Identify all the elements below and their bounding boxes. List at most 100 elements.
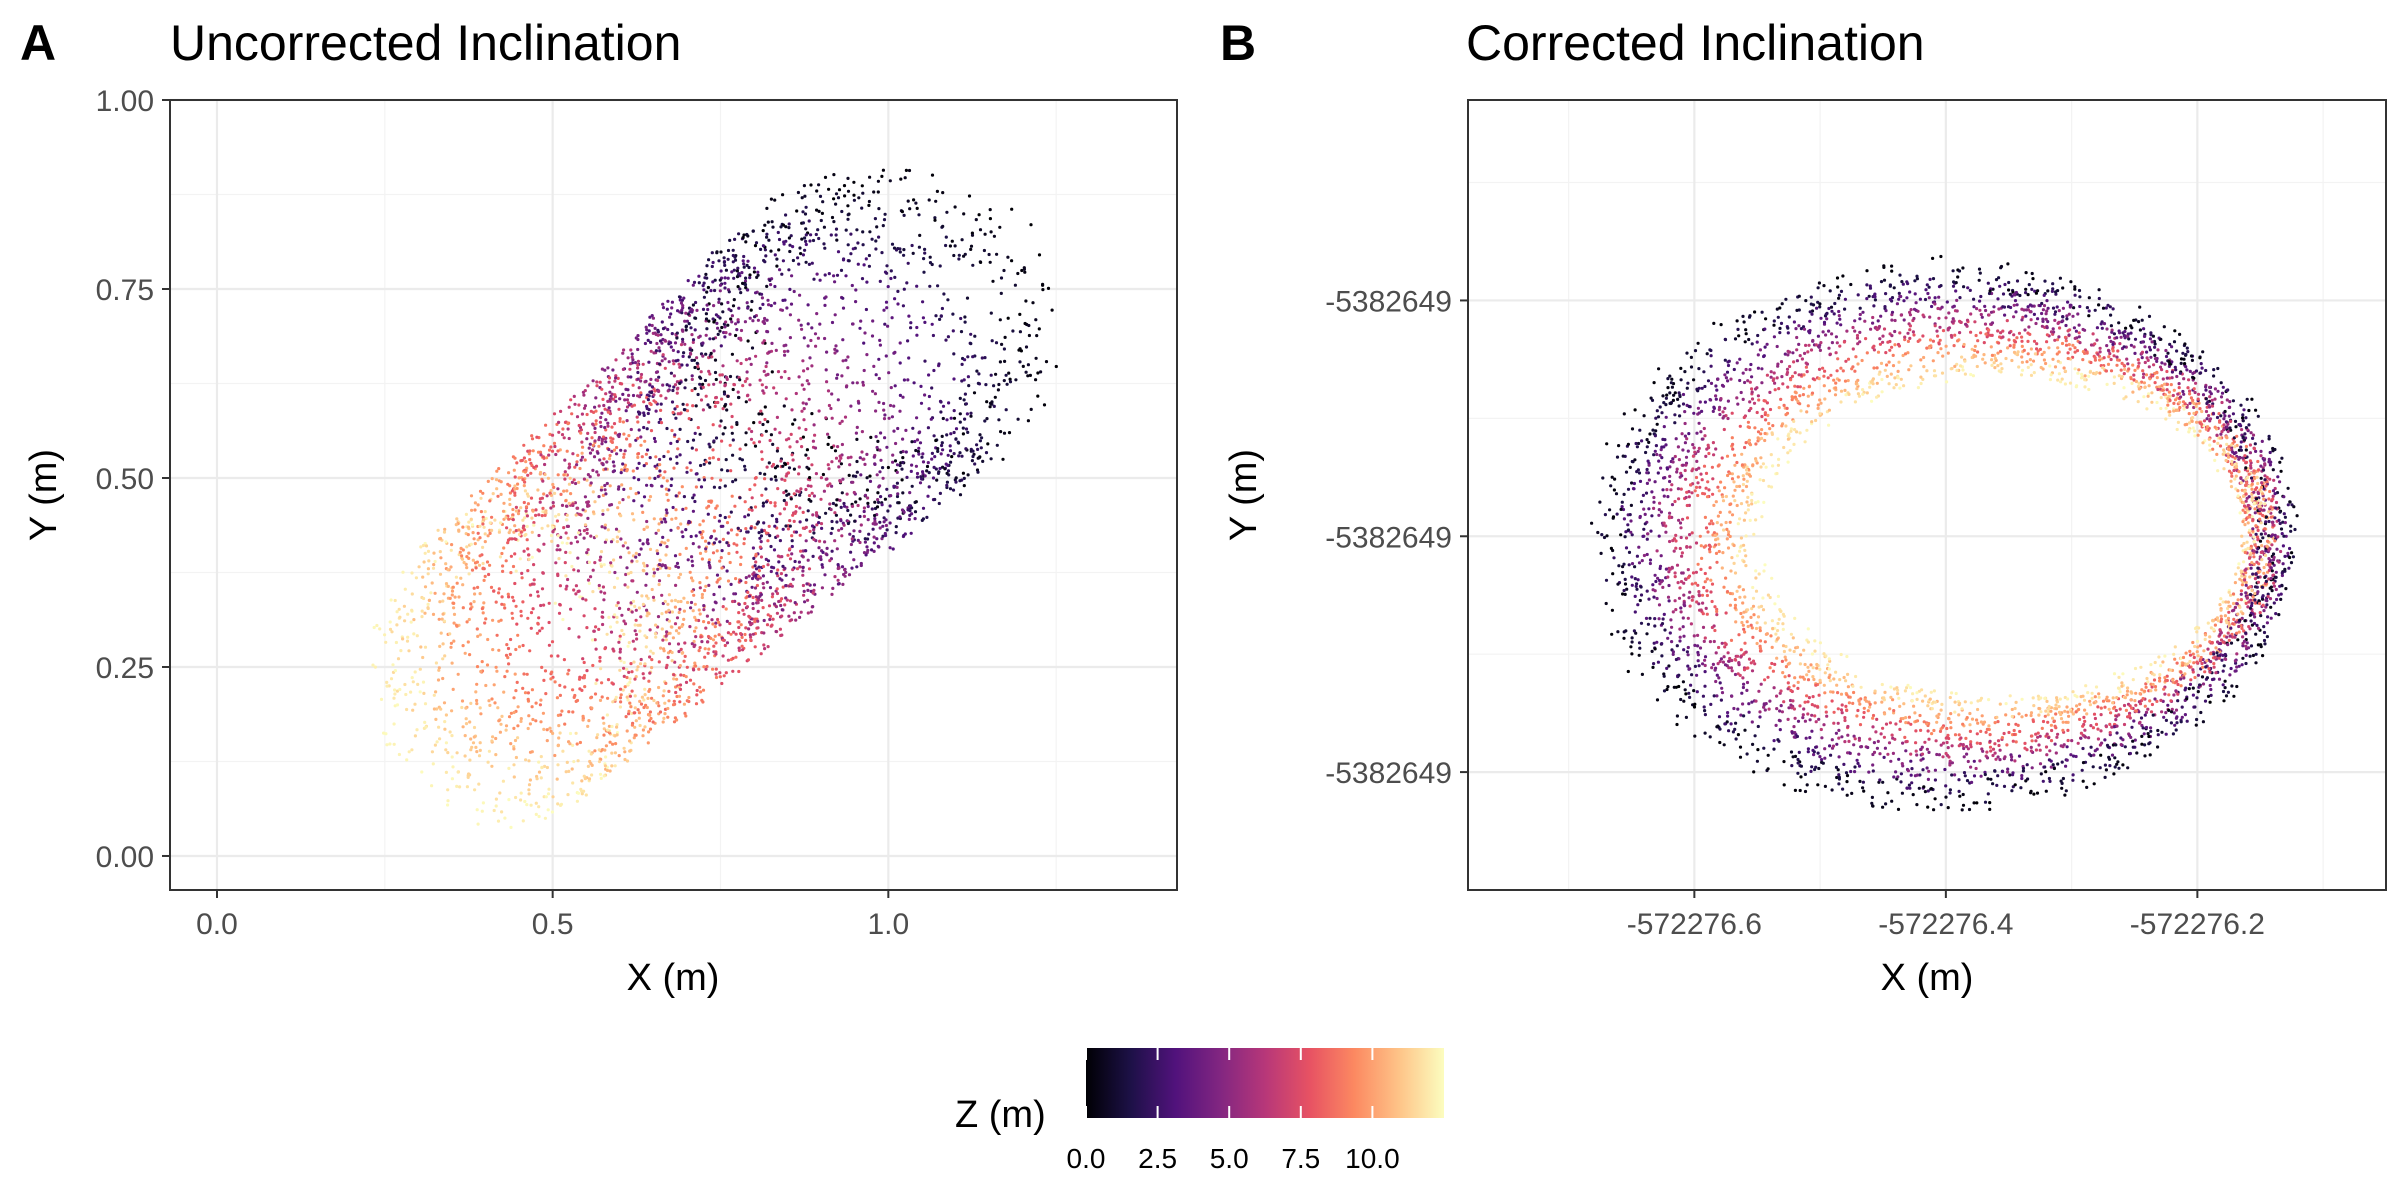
data-point: [706, 403, 710, 407]
data-point: [648, 727, 653, 731]
data-point: [734, 577, 738, 581]
data-point: [958, 420, 962, 424]
data-point: [562, 526, 566, 530]
data-point: [597, 748, 601, 752]
data-point: [909, 326, 913, 330]
data-point: [653, 632, 658, 636]
data-point: [945, 471, 949, 475]
data-point: [753, 476, 758, 480]
data-point: [644, 325, 648, 329]
data-point: [946, 335, 951, 339]
data-point: [1887, 360, 1891, 364]
data-point: [647, 360, 651, 364]
data-point: [619, 537, 623, 541]
data-point: [817, 546, 821, 550]
data-point: [522, 443, 526, 447]
data-point: [567, 627, 571, 631]
data-point: [606, 424, 610, 428]
data-point: [731, 438, 735, 442]
data-point: [734, 655, 738, 659]
data-point: [582, 477, 587, 481]
data-point: [610, 425, 614, 429]
data-point: [1811, 695, 1815, 699]
data-point: [529, 593, 533, 597]
data-point: [880, 251, 884, 255]
data-point: [815, 189, 819, 193]
data-point: [941, 465, 945, 469]
data-point: [961, 426, 965, 430]
data-point: [941, 404, 946, 408]
data-point: [446, 568, 450, 572]
data-point: [684, 311, 688, 315]
data-point: [814, 232, 818, 237]
data-point: [404, 692, 408, 697]
data-point: [474, 690, 478, 694]
data-point: [841, 296, 845, 300]
data-point: [899, 450, 903, 454]
data-point: [1728, 510, 1732, 514]
data-point: [883, 212, 887, 216]
panel-a-frame: [169, 99, 1178, 891]
data-point: [526, 616, 530, 620]
data-point: [637, 461, 641, 465]
data-point: [932, 368, 936, 373]
data-point: [783, 462, 788, 466]
data-point: [1745, 500, 1749, 504]
data-point: [1673, 499, 1677, 504]
data-point: [746, 339, 750, 343]
data-point: [461, 725, 465, 729]
data-point: [2262, 571, 2266, 575]
data-point: [1678, 627, 1682, 631]
data-point: [1922, 355, 1926, 360]
data-point: [661, 306, 666, 310]
data-point: [552, 412, 557, 416]
data-point: [831, 586, 835, 591]
data-point: [888, 504, 892, 508]
data-point: [2259, 454, 2263, 458]
data-point: [868, 474, 872, 478]
data-point: [723, 325, 727, 329]
data-point: [619, 659, 623, 663]
data-point: [834, 503, 838, 507]
data-point: [806, 303, 810, 307]
data-point: [1729, 569, 1733, 573]
data-point: [788, 524, 792, 528]
data-point: [717, 633, 721, 637]
data-point: [575, 463, 579, 467]
data-point: [517, 645, 522, 649]
data-point: [936, 449, 940, 453]
data-point: [442, 701, 447, 705]
data-point: [532, 465, 536, 469]
data-point: [611, 460, 616, 464]
data-point: [976, 381, 981, 385]
data-point: [684, 378, 688, 382]
data-point: [875, 445, 879, 450]
data-point: [779, 375, 784, 379]
data-point: [693, 365, 697, 370]
data-point: [843, 574, 847, 578]
data-point: [593, 561, 597, 565]
data-point: [801, 435, 806, 439]
data-point: [897, 501, 901, 505]
data-point: [981, 459, 985, 463]
data-point: [800, 409, 804, 413]
data-point: [631, 358, 635, 362]
data-point: [588, 442, 592, 446]
data-point: [1637, 653, 1641, 657]
data-point: [1630, 562, 1635, 566]
data-point: [1788, 698, 1793, 703]
data-point: [618, 419, 622, 423]
data-point: [403, 587, 407, 591]
data-point: [672, 673, 676, 677]
data-point: [788, 243, 792, 247]
data-point: [426, 549, 431, 554]
data-point: [701, 688, 706, 692]
data-point: [741, 236, 745, 240]
data-point: [603, 488, 607, 492]
data-point: [600, 367, 605, 371]
data-point: [704, 352, 708, 356]
data-point: [716, 326, 720, 330]
data-point: [621, 462, 625, 466]
data-point: [492, 808, 496, 813]
data-point: [537, 770, 542, 774]
